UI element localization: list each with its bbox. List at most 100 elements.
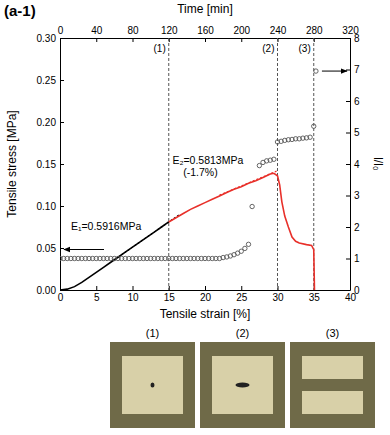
tick-mark [133,286,134,290]
arrow [64,249,104,250]
photo-label: (3) [326,327,339,339]
photo-specimen [122,356,183,414]
tick-label: 10 [127,292,139,303]
series-line [220,171,278,195]
tick-label: 80 [127,25,139,36]
tick-mark [96,286,97,290]
tick: 7 [346,64,360,75]
tick: 40 [91,25,103,42]
tick: 120 [161,25,178,42]
tick-label: 35 [309,292,321,303]
texts: (1)(2)(3)E₁=0.5916MPaE₂=0.5813MPa(-1.7%)… [4,2,385,321]
tick-label: 2 [354,222,360,233]
photo-label: (2) [236,327,249,339]
tick-label: 0.00 [37,285,57,296]
annotation: E₁=0.5916MPa [71,220,142,232]
y-axis-title: Tensile stress [MPa] [5,110,19,217]
photo-hole [236,383,250,388]
tick: 5 [346,127,360,138]
tick: 280 [306,25,323,42]
reference-label: (1) [154,43,166,54]
tick: 200 [233,25,250,42]
tick-mark [60,80,64,81]
tick-label: 30 [272,292,284,303]
reference-line [168,38,169,290]
tick-mark [346,290,350,291]
tick-mark [60,38,64,39]
point [246,242,250,246]
tick-mark [346,227,350,228]
point [312,124,316,128]
tick-label: 1 [354,253,360,264]
tick: 0.00 [37,285,64,296]
tick: 5 [94,286,100,303]
tick-label: 5 [354,127,360,138]
photo-hole [151,383,155,388]
tick-mark [346,38,350,39]
x2-axis-title: Time [min] [177,2,233,16]
tick: 30 [272,286,284,303]
tick-label: 200 [233,25,250,36]
y2-axis-title: l/l₀ [371,157,385,171]
tick: 25 [236,286,248,303]
tick-label: 0.05 [37,243,57,254]
photo [110,342,195,428]
tick-mark [205,286,206,290]
chart-title: (a-1) [4,2,36,19]
tick-label: 280 [306,25,323,36]
tick-mark [205,38,206,42]
tick-label: 0.15 [37,159,57,170]
photo-specimen [302,356,363,379]
tick: 0.05 [37,243,64,254]
tick-mark [133,38,134,42]
reference-label: (3) [299,43,311,54]
series-line [60,222,169,290]
x-axis: 0510152025303540 [58,286,357,303]
tick-label: 7 [354,64,360,75]
point [308,135,312,139]
arrow [322,71,347,72]
reference-label: (2) [262,43,274,54]
tick: 10 [127,286,139,303]
tick-label: 0.10 [37,201,57,212]
tick-label: 0 [58,25,64,36]
tick: 1 [346,253,360,264]
point [243,246,247,250]
tick: 20 [200,286,212,303]
tick-label: 15 [164,292,176,303]
axis-line [61,290,351,291]
tick-mark [346,164,350,165]
tick-mark [60,122,64,123]
tick-label: 0 [58,292,64,303]
series-points [60,69,318,261]
tick-label: 4 [354,159,360,170]
tick-label: 0 [354,285,360,296]
tick-label: 3 [354,190,360,201]
reference-line [277,38,278,290]
tick-mark [241,286,242,290]
tick-mark [60,164,64,165]
photos: (1) (2) (3) [110,327,375,428]
tick: 0 [346,285,360,296]
tick: 15 [164,286,176,303]
tick: 0.25 [37,75,64,86]
chart: 0510152025303540040801201602002402803200… [0,0,390,435]
photo-specimen [302,391,363,414]
point [314,69,318,73]
tick-label: 8 [354,33,360,44]
photo-label: (1) [146,327,159,339]
tick: 80 [127,25,139,42]
tick: 0.20 [37,117,64,128]
tick-label: 120 [161,25,178,36]
tick-mark [96,38,97,42]
tick-mark [346,196,350,197]
tick: 0.15 [37,159,64,170]
tick: 6 [346,96,360,107]
tick-mark [241,38,242,42]
x-axis-title: Tensile strain [%] [160,307,251,321]
tick-label: 5 [94,292,100,303]
tick-mark [60,248,64,249]
tick-label: 40 [91,25,103,36]
tick-mark [346,101,350,102]
annotation: E₂=0.5813MPa [172,154,243,166]
